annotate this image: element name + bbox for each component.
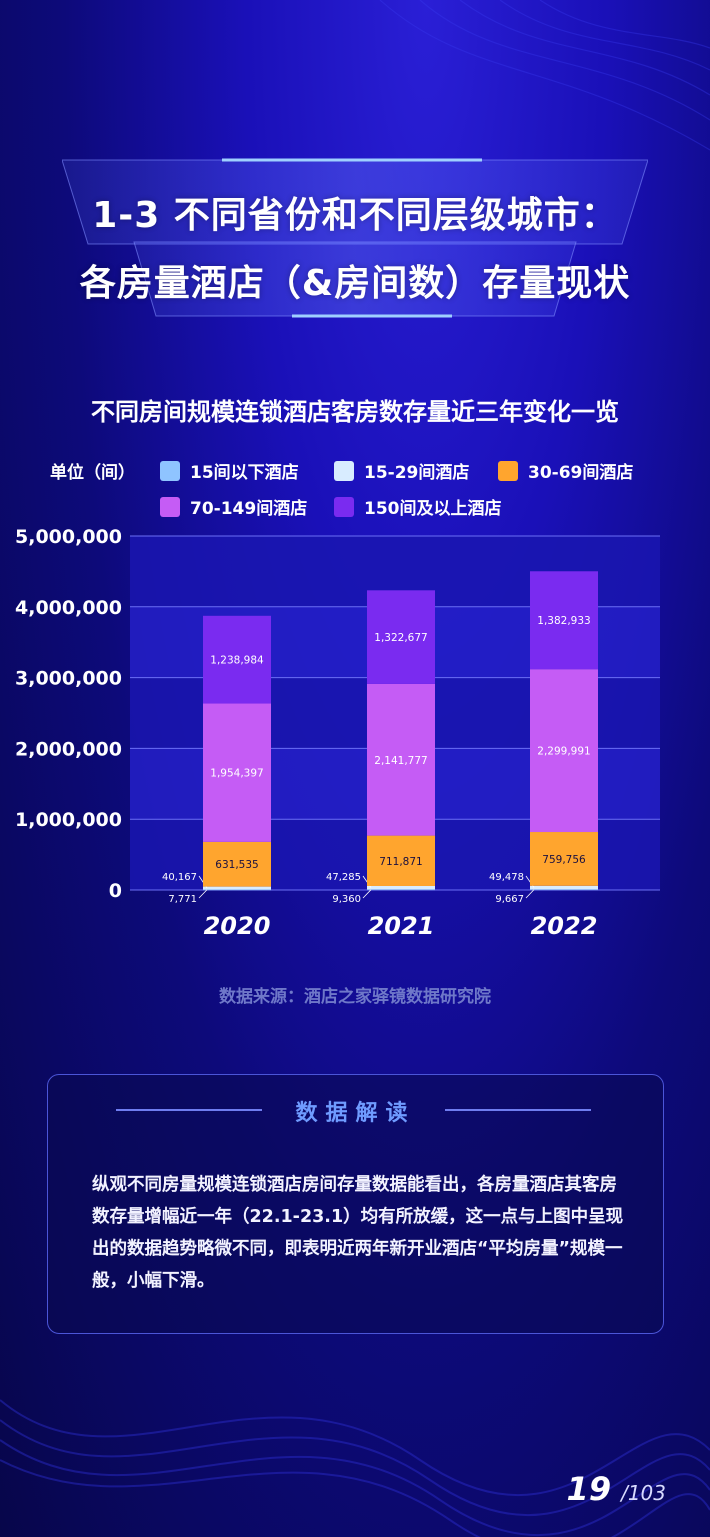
bar-segment-1: [530, 885, 598, 890]
page-title-line1: 1-3 不同省份和不同层级城市：: [92, 195, 618, 236]
heading-rule-left: [116, 1109, 262, 1111]
x-tick-label: 2021: [368, 912, 435, 940]
insight-heading: 数据解读: [295, 1101, 416, 1126]
bar-segment-4: [530, 571, 598, 670]
bar-segment-3: [530, 669, 598, 833]
y-tick-label: 0: [109, 880, 122, 902]
legend-label-3: 70-149间酒店: [190, 499, 308, 519]
bar-segment-4: [367, 590, 435, 684]
legend-item-series-0: 15间以下酒店: [160, 458, 299, 483]
legend-item-series-1: 15-29间酒店: [334, 458, 469, 483]
legend-swatch-3: [160, 496, 180, 517]
leader-line: [198, 889, 208, 899]
bar-segment-2: [530, 832, 598, 886]
y-tick-label: 3,000,000: [15, 668, 122, 690]
data-label: 49,478: [489, 872, 524, 883]
bar-segment-1: [203, 886, 271, 890]
unit-label: 单位（间）: [50, 463, 135, 483]
data-label: 1,382,933: [537, 615, 590, 627]
chart-title: 不同房间规模连锁酒店客房数存量近三年变化一览: [91, 398, 619, 426]
stacked-bar-chart: 0 1,000,000 2,000,000 3,000,000 4,000,000 5,0…: [15, 526, 660, 940]
page-total: /103: [621, 1481, 666, 1505]
legend-swatch-2: [498, 460, 518, 481]
legend-label-1: 15-29间酒店: [364, 463, 470, 483]
title-banner: 1-3 不同省份和不同层级城市： 各房量酒店（&房间数）存量现状: [62, 158, 648, 318]
data-label: 9,667: [495, 894, 524, 905]
data-label: 9,360: [332, 894, 361, 905]
y-tick-label: 5,000,000: [15, 526, 122, 548]
y-tick-label: 4,000,000: [15, 597, 122, 619]
legend-label-2: 30-69间酒店: [528, 463, 634, 483]
legend-swatch-1: [334, 460, 354, 481]
legend-swatch-0: [160, 460, 180, 481]
bar-segment-2: [203, 841, 271, 887]
x-tick-label: 2020: [204, 912, 271, 940]
title-banner-frame: [62, 158, 648, 318]
y-tick-label: 2,000,000: [15, 738, 122, 760]
data-label: 40,167: [162, 872, 197, 883]
bar-segment-3: [367, 683, 435, 836]
data-label: 2,141,777: [374, 755, 427, 767]
data-label: 631,535: [215, 859, 258, 871]
bar-segment-0: [367, 889, 435, 891]
data-source: 数据来源：酒店之家驿镜数据研究院: [219, 987, 491, 1007]
insight-panel: 数据解读 纵观不同房量规模连锁酒店房间存量数据能看出，各房量酒店其客房数存量增幅…: [47, 1074, 664, 1334]
page-current: 19: [566, 1470, 612, 1508]
legend-label-0: 15间以下酒店: [190, 463, 299, 483]
legend-item-series-2: 30-69间酒店: [498, 458, 633, 483]
bar-segment-2: [367, 835, 435, 886]
legend-swatch-4: [334, 496, 354, 517]
insight-text: 纵观不同房量规模连锁酒店房间存量数据能看出，各房量酒店其客房数存量增幅近一年（2…: [92, 1175, 624, 1291]
data-label: 2,299,991: [537, 746, 590, 758]
y-tick-label: 1,000,000: [15, 809, 122, 831]
data-label: 759,756: [542, 854, 586, 866]
data-label: 711,871: [379, 856, 422, 868]
bar-segment-4: [203, 615, 271, 704]
bar-segment-1: [367, 885, 435, 890]
bar-segment-0: [203, 889, 271, 891]
data-label: 1,238,984: [210, 655, 264, 667]
data-label: 47,285: [326, 872, 361, 883]
data-label: 7,771: [168, 894, 197, 905]
legend-item-series-4: 150间及以上酒店: [334, 494, 502, 519]
data-label: 1,322,677: [374, 632, 427, 644]
leader-line: [362, 889, 372, 899]
legend-item-series-3: 70-149间酒店: [160, 494, 307, 519]
x-tick-label: 2022: [531, 912, 598, 940]
leader-line: [525, 889, 535, 899]
bar-segment-0: [530, 889, 598, 891]
legend-label-4: 150间及以上酒店: [364, 499, 502, 519]
page-title-line2: 各房量酒店（&房间数）存量现状: [79, 263, 631, 304]
bar-segment-3: [203, 703, 271, 842]
data-label: 1,954,397: [210, 768, 263, 780]
page-number: 19 /103: [567, 1470, 666, 1508]
heading-rule-right: [445, 1109, 591, 1111]
